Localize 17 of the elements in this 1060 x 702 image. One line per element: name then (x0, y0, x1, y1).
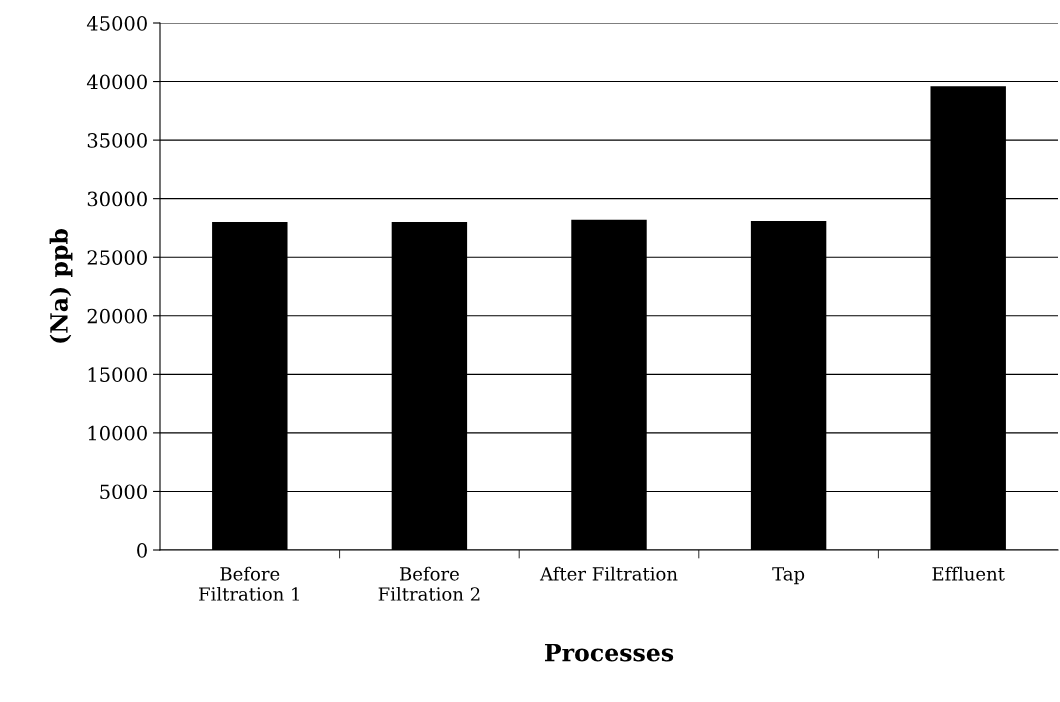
y-tick-label: 10000 (88, 425, 147, 441)
x-tick-label: Before Filtration 2 (378, 566, 480, 601)
y-tick-label: 25000 (87, 250, 147, 265)
y-tick-label: 5000 (100, 484, 147, 500)
x-tick-label: Effluent (932, 566, 1005, 581)
x-axis-title: Processes (544, 643, 674, 662)
y-tick-label: 15000 (88, 367, 147, 382)
y-axis-title: (Na) ppb (49, 228, 73, 343)
y-tick-label: 30000 (87, 191, 147, 207)
y-tick-label: 45000 (86, 15, 147, 31)
y-tick-label: 40000 (86, 74, 147, 90)
y-tick-label: 20000 (87, 308, 147, 324)
y-tick-label: 0 (137, 542, 147, 558)
x-tick-label: After Filtration (539, 566, 678, 581)
y-tick-label: 35000 (87, 133, 147, 148)
x-tick-label: Tap (772, 567, 805, 585)
x-tick-label: Before Filtration 1 (199, 566, 299, 601)
